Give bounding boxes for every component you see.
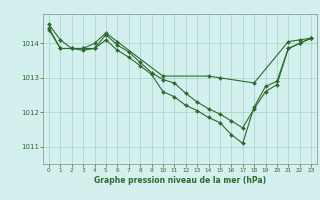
- X-axis label: Graphe pression niveau de la mer (hPa): Graphe pression niveau de la mer (hPa): [94, 176, 266, 185]
